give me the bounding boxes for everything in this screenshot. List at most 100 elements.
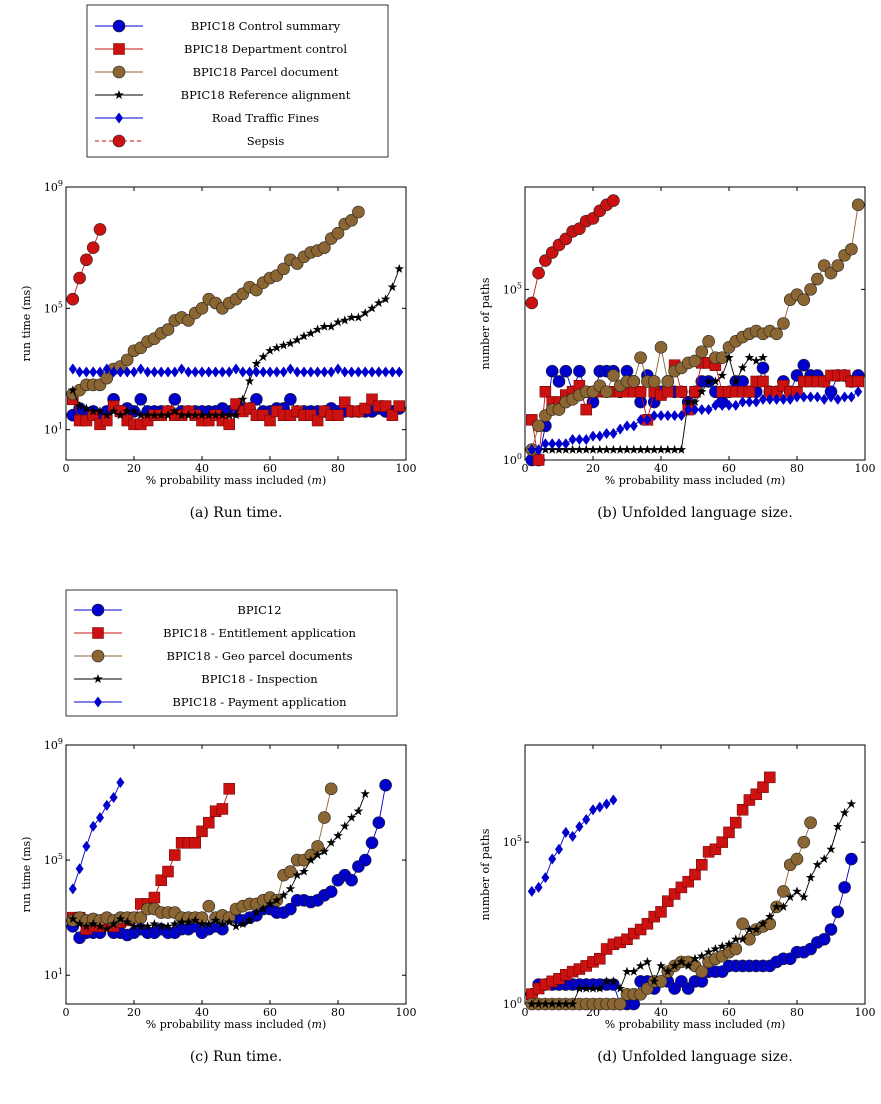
data-point bbox=[272, 895, 282, 905]
data-point bbox=[162, 865, 174, 878]
data-point bbox=[817, 932, 831, 946]
data-point bbox=[534, 881, 543, 893]
data-point bbox=[116, 776, 125, 788]
data-point bbox=[324, 885, 338, 898]
data-point bbox=[568, 433, 577, 445]
data-point bbox=[198, 366, 206, 378]
legend-entry: BPIC18 Reference alignment bbox=[95, 88, 351, 102]
data-point bbox=[534, 444, 543, 456]
data-point bbox=[204, 410, 214, 420]
data-point bbox=[394, 263, 404, 273]
plot-frame bbox=[524, 186, 866, 461]
square-marker-icon bbox=[113, 43, 125, 55]
data-point bbox=[332, 409, 344, 421]
data-point bbox=[176, 917, 187, 927]
data-point bbox=[725, 399, 733, 411]
legend-label: Sepsis bbox=[247, 134, 285, 148]
legend-bottom: BPIC12 BPIC18 - Entitlement application BP… bbox=[65, 589, 398, 717]
data-point bbox=[190, 915, 200, 925]
data-point bbox=[279, 366, 288, 378]
x-tick-label: 40 bbox=[195, 462, 209, 475]
data-point bbox=[320, 366, 329, 378]
figure-caption: (c) Run time. bbox=[190, 1049, 282, 1065]
data-point bbox=[743, 386, 756, 398]
data-point bbox=[244, 376, 255, 386]
data-point bbox=[827, 391, 835, 403]
x-tick-label: 80 bbox=[790, 462, 804, 475]
data-point bbox=[581, 444, 591, 454]
data-point bbox=[697, 951, 707, 961]
data-point bbox=[547, 999, 557, 1009]
data-point bbox=[102, 363, 111, 375]
data-point bbox=[779, 393, 788, 405]
data-point bbox=[607, 369, 620, 382]
data-point bbox=[854, 386, 863, 398]
data-point bbox=[367, 303, 377, 313]
data-point bbox=[527, 999, 537, 1009]
data-point bbox=[820, 393, 829, 405]
data-point bbox=[709, 843, 722, 856]
data-point bbox=[293, 366, 302, 378]
data-point bbox=[264, 414, 276, 427]
data-point bbox=[123, 366, 132, 378]
data-point bbox=[203, 816, 215, 829]
data-point bbox=[703, 947, 714, 957]
legend-box bbox=[86, 4, 389, 158]
data-point bbox=[649, 976, 659, 986]
data-point bbox=[718, 399, 727, 411]
data-point bbox=[589, 430, 597, 442]
x-tick-label: 100 bbox=[855, 462, 876, 475]
x-axis-label: % probability mass included (m) bbox=[605, 1018, 785, 1031]
data-point bbox=[771, 901, 782, 911]
data-point bbox=[663, 966, 673, 976]
data-point bbox=[250, 393, 263, 406]
legend-label: BPIC18 Parcel document bbox=[193, 65, 339, 79]
data-point bbox=[292, 335, 302, 345]
data-point bbox=[641, 918, 654, 930]
data-point bbox=[595, 430, 604, 442]
data-point bbox=[216, 803, 229, 815]
data-point bbox=[318, 811, 331, 824]
data-point bbox=[833, 393, 842, 405]
data-point bbox=[797, 293, 811, 306]
data-point bbox=[108, 406, 119, 416]
data-point bbox=[190, 410, 200, 420]
data-point bbox=[657, 410, 665, 422]
data-point bbox=[758, 352, 768, 362]
data-point bbox=[716, 836, 728, 848]
data-point bbox=[635, 960, 646, 970]
data-point bbox=[539, 386, 552, 398]
data-point bbox=[684, 404, 693, 416]
data-point bbox=[826, 844, 836, 854]
data-point bbox=[379, 778, 392, 792]
data-point bbox=[622, 966, 632, 976]
data-point bbox=[799, 391, 808, 403]
data-point bbox=[691, 404, 699, 416]
circle-marker-icon bbox=[91, 603, 105, 617]
data-point bbox=[615, 444, 625, 454]
data-point bbox=[197, 919, 207, 929]
data-point bbox=[353, 312, 364, 322]
data-point bbox=[690, 397, 700, 407]
data-point bbox=[650, 410, 659, 422]
data-point bbox=[224, 410, 234, 420]
y-tick-label: 105 bbox=[503, 834, 522, 849]
diamond-marker-icon bbox=[94, 696, 102, 708]
data-point bbox=[177, 363, 186, 375]
data-point bbox=[168, 393, 182, 406]
x-axis-label: % probability mass included (m) bbox=[146, 1018, 326, 1031]
data-point bbox=[589, 804, 597, 816]
data-point bbox=[136, 410, 146, 420]
data-point bbox=[602, 798, 611, 810]
data-point bbox=[245, 366, 254, 378]
data-point bbox=[695, 965, 709, 978]
data-point bbox=[197, 410, 207, 420]
data-point bbox=[554, 999, 564, 1009]
data-point bbox=[345, 213, 358, 227]
data-point bbox=[265, 898, 275, 908]
x-tick-label: 40 bbox=[654, 462, 668, 475]
data-point bbox=[642, 444, 653, 454]
x-tick-label: 60 bbox=[263, 1006, 277, 1019]
x-tick-label: 80 bbox=[331, 1006, 345, 1019]
